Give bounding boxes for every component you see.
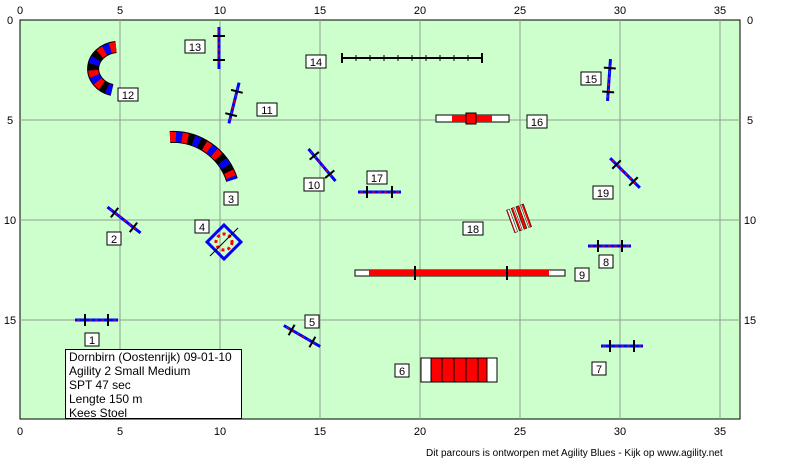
label-6: 6 <box>394 363 410 378</box>
tunnel-3[interactable] <box>169 130 238 183</box>
label-8: 8 <box>598 254 614 269</box>
seesaw-16[interactable] <box>435 112 510 125</box>
course-info-box: Dornbirn (Oostenrijk) 09-01-10 Agility 2… <box>65 349 242 420</box>
x-tick-label: 10 <box>214 426 226 438</box>
label-13: 13 <box>184 39 206 54</box>
number-labels: 1 2 3 4 5 6 7 8 9 10 11 12 13 14 15 16 1… <box>84 39 614 378</box>
svg-text:1: 1 <box>89 335 95 347</box>
y-tick-label: 15 <box>744 315 756 327</box>
x-axis-top: 0 5 10 15 20 25 30 35 <box>17 5 726 17</box>
x-tick-label: 30 <box>614 426 626 438</box>
x-tick-label: 30 <box>614 5 626 17</box>
label-4: 4 <box>194 219 210 234</box>
footer-credit: Dit parcours is ontworpen met Agility Bl… <box>426 448 723 459</box>
svg-text:18: 18 <box>467 224 479 236</box>
svg-text:19: 19 <box>597 188 609 200</box>
longjump-18[interactable] <box>506 203 532 234</box>
x-tick-label: 0 <box>17 426 23 438</box>
x-tick-label: 15 <box>314 426 326 438</box>
svg-text:9: 9 <box>579 270 585 282</box>
jump-5[interactable] <box>281 320 323 351</box>
weave-14[interactable] <box>341 53 483 63</box>
svg-text:6: 6 <box>399 366 405 378</box>
jump-13[interactable] <box>213 27 225 69</box>
y-axis-left: 0 5 10 15 <box>4 15 16 327</box>
svg-text:11: 11 <box>261 105 272 117</box>
info-length: Lengte 150 m <box>69 392 143 406</box>
jump-8[interactable] <box>588 240 631 252</box>
jump-11[interactable] <box>223 81 245 125</box>
label-11: 11 <box>256 102 278 117</box>
label-1: 1 <box>84 332 100 347</box>
svg-text:16: 16 <box>531 117 543 129</box>
x-tick-label: 20 <box>414 426 426 438</box>
x-tick-label: 15 <box>314 5 326 17</box>
x-tick-label: 10 <box>214 5 226 17</box>
y-tick-label: 15 <box>4 315 16 327</box>
label-16: 16 <box>526 114 548 129</box>
label-12: 12 <box>117 87 139 102</box>
x-tick-label: 0 <box>17 5 23 17</box>
svg-text:17: 17 <box>371 173 383 185</box>
chute-6[interactable] <box>420 357 498 383</box>
svg-text:4: 4 <box>199 222 205 234</box>
svg-text:5: 5 <box>309 317 315 329</box>
jump-7[interactable] <box>601 340 643 352</box>
label-2: 2 <box>106 231 122 246</box>
x-tick-label: 35 <box>714 426 726 438</box>
x-tick-label: 5 <box>117 426 123 438</box>
label-3: 3 <box>223 191 239 206</box>
y-tick-label: 5 <box>747 115 753 127</box>
x-tick-label: 5 <box>117 5 123 17</box>
svg-text:10: 10 <box>308 180 320 192</box>
label-17: 17 <box>366 170 388 185</box>
jump-17[interactable] <box>358 186 401 198</box>
label-9: 9 <box>574 267 590 282</box>
label-18: 18 <box>462 221 484 236</box>
jump-1[interactable] <box>75 314 118 326</box>
svg-text:7: 7 <box>596 364 602 376</box>
jump-15[interactable] <box>602 58 617 102</box>
tunnel-12[interactable] <box>87 41 117 96</box>
tyre-4[interactable] <box>204 222 244 262</box>
svg-text:3: 3 <box>228 194 234 206</box>
svg-text:13: 13 <box>189 42 201 54</box>
info-location-date: Dornbirn (Oostenrijk) 09-01-10 <box>69 350 232 364</box>
x-tick-label: 20 <box>414 5 426 17</box>
label-5: 5 <box>304 314 320 329</box>
x-tick-label: 35 <box>714 5 726 17</box>
svg-text:8: 8 <box>603 257 609 269</box>
dogwalk-9[interactable] <box>354 266 566 280</box>
svg-text:14: 14 <box>310 57 322 69</box>
svg-text:15: 15 <box>585 74 597 86</box>
label-15: 15 <box>580 71 602 86</box>
y-axis-right: 0 5 10 15 <box>744 15 756 327</box>
y-tick-label: 10 <box>4 215 16 227</box>
label-7: 7 <box>591 361 607 376</box>
x-tick-label: 25 <box>514 5 526 17</box>
label-19: 19 <box>592 185 614 200</box>
info-spt: SPT 47 sec <box>69 378 131 392</box>
info-judge: Kees Stoel <box>69 406 128 420</box>
info-class: Agility 2 Small Medium <box>69 364 191 378</box>
x-tick-label: 25 <box>514 426 526 438</box>
y-tick-label: 10 <box>744 215 756 227</box>
y-tick-label: 0 <box>7 15 13 27</box>
jump-19[interactable] <box>606 154 644 192</box>
y-tick-label: 5 <box>7 115 13 127</box>
label-14: 14 <box>305 54 327 69</box>
y-tick-label: 0 <box>747 15 753 27</box>
label-10: 10 <box>303 177 325 192</box>
jump-2[interactable] <box>104 202 144 237</box>
svg-text:2: 2 <box>111 234 117 246</box>
x-axis-bottom: 0 5 10 15 20 25 30 35 <box>17 426 726 438</box>
jump-10[interactable] <box>304 145 340 185</box>
svg-text:12: 12 <box>122 90 134 102</box>
